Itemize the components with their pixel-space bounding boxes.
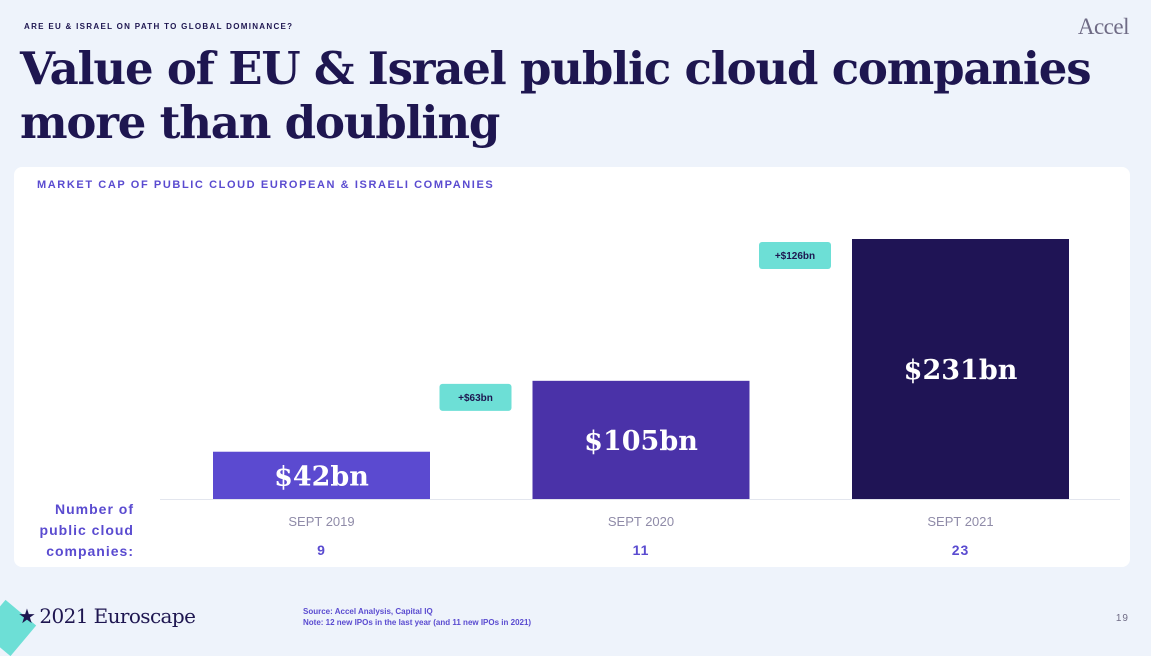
bar-value-label: $105bn [584,426,698,457]
page-number: 19 [1115,613,1129,624]
increment-badge-label: +$63bn [458,393,493,404]
kicker-text: ARE EU & ISRAEL ON PATH TO GLOBAL DOMINA… [24,22,294,31]
bar-value-label: $42bn [274,461,369,492]
bar-chart: $42bn SEPT 2019 9 $105bn SEPT 2020 11 +$63bn $2… [160,239,1120,558]
company-count-value: 11 [633,542,650,558]
bar-value-label: $231bn [904,355,1018,386]
company-count-value: 23 [952,542,970,558]
increment-badge-label: +$126bn [775,251,815,262]
accel-logo: Accel [1077,14,1130,39]
bar [852,239,1069,499]
note-line: Note: 12 new IPOs in the last year (and … [303,618,532,627]
x-tick-label: SEPT 2019 [288,514,354,529]
footer-brand: ★ 2021 Euroscape [18,604,196,628]
increment-badge [759,242,831,269]
bar [532,380,750,499]
increment-badge [439,383,512,411]
company-count-row-label: Number of public cloud companies: [39,501,134,559]
star-icon: ★ [18,604,36,628]
brand-label: 2021 Euroscape [39,604,196,628]
company-count-value: 9 [317,542,326,558]
x-tick-label: SEPT 2021 [927,514,993,529]
x-tick-label: SEPT 2020 [608,514,674,529]
chart-title: MARKET CAP OF PUBLIC CLOUD EUROPEAN & IS… [37,179,495,191]
bar [213,451,430,499]
source-note: Source: Accel Analysis, Capital IQ Note:… [303,606,531,628]
source-line: Source: Accel Analysis, Capital IQ [303,607,433,616]
page-title: Value of EU & Israel public cloud compan… [20,42,1092,149]
